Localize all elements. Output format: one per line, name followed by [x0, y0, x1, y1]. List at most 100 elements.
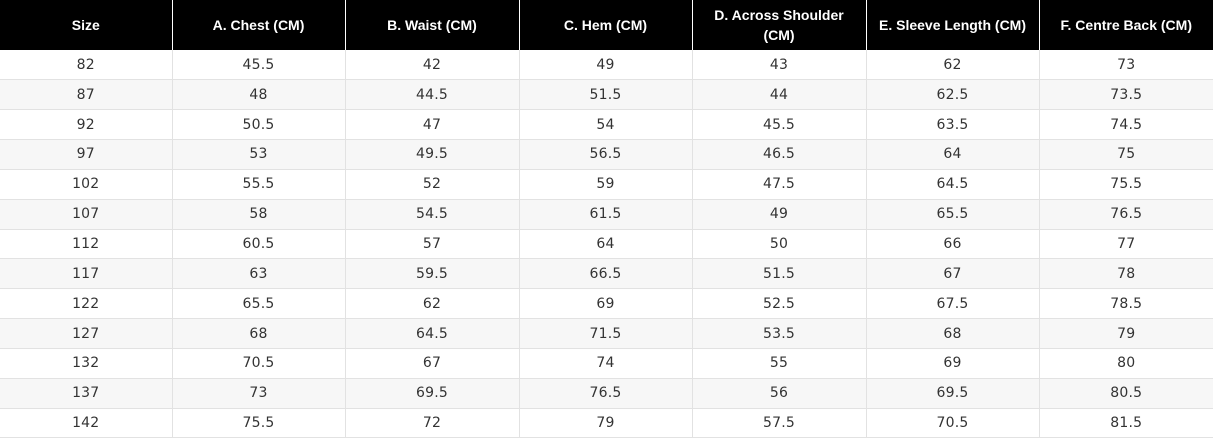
cell-centre-back: 80 [1039, 348, 1213, 379]
cell-waist: 64.5 [345, 318, 520, 349]
cell-hem: 61.5 [519, 199, 693, 230]
header-chest: A. Chest (CM) [172, 0, 346, 50]
cell-centre-back: 75 [1039, 139, 1213, 170]
cell-hem: 51.5 [519, 79, 693, 111]
cell-centre-back: 77 [1039, 229, 1213, 260]
table-row: 112 60.5 57 64 50 66 77 [0, 229, 1213, 260]
cell-across-shoulder: 53.5 [692, 318, 867, 349]
cell-chest: 53 [172, 139, 346, 170]
cell-sleeve-length: 62 [866, 50, 1040, 81]
cell-chest: 50.5 [172, 109, 346, 141]
cell-size: 82 [0, 50, 173, 81]
cell-chest: 75.5 [172, 408, 346, 438]
cell-size: 117 [0, 258, 173, 290]
cell-centre-back: 73 [1039, 50, 1213, 81]
cell-hem: 76.5 [519, 378, 693, 409]
cell-chest: 68 [172, 318, 346, 349]
cell-chest: 60.5 [172, 229, 346, 260]
cell-sleeve-length: 67.5 [866, 288, 1040, 320]
table-row: 97 53 49.5 56.5 46.5 64 75 [0, 139, 1213, 170]
cell-across-shoulder: 46.5 [692, 139, 867, 170]
cell-waist: 47 [345, 109, 520, 141]
table-row: 137 73 69.5 76.5 56 69.5 80.5 [0, 378, 1213, 409]
header-sleeve-length: E. Sleeve Length (CM) [866, 0, 1040, 50]
cell-size: 132 [0, 348, 173, 379]
cell-sleeve-length: 66 [866, 229, 1040, 260]
cell-centre-back: 80.5 [1039, 378, 1213, 409]
cell-waist: 44.5 [345, 79, 520, 111]
table-row: 142 75.5 72 79 57.5 70.5 81.5 [0, 408, 1213, 438]
cell-size: 112 [0, 229, 173, 260]
cell-sleeve-length: 67 [866, 258, 1040, 290]
cell-waist: 62 [345, 288, 520, 320]
cell-hem: 64 [519, 229, 693, 260]
cell-waist: 49.5 [345, 139, 520, 170]
cell-chest: 55.5 [172, 169, 346, 200]
cell-size: 127 [0, 318, 173, 349]
header-centre-back: F. Centre Back (CM) [1039, 0, 1213, 50]
size-chart-header: Size A. Chest (CM) B. Waist (CM) C. Hem (CM… [0, 0, 1213, 50]
header-waist: B. Waist (CM) [345, 0, 520, 50]
cell-size: 107 [0, 199, 173, 230]
cell-hem: 66.5 [519, 258, 693, 290]
cell-hem: 54 [519, 109, 693, 141]
table-row: 127 68 64.5 71.5 53.5 68 79 [0, 318, 1213, 349]
table-row: 132 70.5 67 74 55 69 80 [0, 348, 1213, 379]
table-row: 102 55.5 52 59 47.5 64.5 75.5 [0, 169, 1213, 200]
cell-sleeve-length: 64.5 [866, 169, 1040, 200]
cell-sleeve-length: 65.5 [866, 199, 1040, 230]
cell-chest: 58 [172, 199, 346, 230]
cell-across-shoulder: 44 [692, 79, 867, 111]
cell-chest: 70.5 [172, 348, 346, 379]
cell-across-shoulder: 55 [692, 348, 867, 379]
cell-waist: 59.5 [345, 258, 520, 290]
cell-hem: 49 [519, 50, 693, 81]
cell-across-shoulder: 56 [692, 378, 867, 409]
cell-chest: 63 [172, 258, 346, 290]
cell-size: 97 [0, 139, 173, 170]
cell-size: 92 [0, 109, 173, 141]
cell-waist: 42 [345, 50, 520, 81]
cell-centre-back: 79 [1039, 318, 1213, 349]
cell-across-shoulder: 49 [692, 199, 867, 230]
cell-size: 102 [0, 169, 173, 200]
table-row: 92 50.5 47 54 45.5 63.5 74.5 [0, 109, 1213, 141]
cell-hem: 69 [519, 288, 693, 320]
header-across-shoulder: D. Across Shoulder (CM) [692, 0, 867, 50]
cell-chest: 45.5 [172, 50, 346, 81]
cell-waist: 54.5 [345, 199, 520, 230]
cell-waist: 72 [345, 408, 520, 438]
cell-centre-back: 76.5 [1039, 199, 1213, 230]
cell-waist: 57 [345, 229, 520, 260]
cell-across-shoulder: 47.5 [692, 169, 867, 200]
cell-centre-back: 75.5 [1039, 169, 1213, 200]
table-row: 122 65.5 62 69 52.5 67.5 78.5 [0, 288, 1213, 320]
cell-across-shoulder: 43 [692, 50, 867, 81]
cell-hem: 79 [519, 408, 693, 438]
cell-sleeve-length: 68 [866, 318, 1040, 349]
cell-size: 122 [0, 288, 173, 320]
cell-centre-back: 78.5 [1039, 288, 1213, 320]
cell-hem: 74 [519, 348, 693, 379]
cell-across-shoulder: 50 [692, 229, 867, 260]
cell-waist: 52 [345, 169, 520, 200]
cell-size: 142 [0, 408, 173, 438]
size-chart-body: 82 45.5 42 49 43 62 73 87 48 44.5 51.5 44 62.5 73.5 92… [0, 50, 1213, 438]
cell-size: 87 [0, 79, 173, 111]
cell-chest: 48 [172, 79, 346, 111]
cell-hem: 59 [519, 169, 693, 200]
cell-sleeve-length: 64 [866, 139, 1040, 170]
cell-chest: 65.5 [172, 288, 346, 320]
cell-waist: 67 [345, 348, 520, 379]
header-size: Size [0, 0, 173, 50]
cell-centre-back: 73.5 [1039, 79, 1213, 111]
header-row: Size A. Chest (CM) B. Waist (CM) C. Hem (CM… [0, 0, 1213, 50]
cell-across-shoulder: 51.5 [692, 258, 867, 290]
cell-sleeve-length: 63.5 [866, 109, 1040, 141]
cell-centre-back: 78 [1039, 258, 1213, 290]
cell-size: 137 [0, 378, 173, 409]
table-row: 107 58 54.5 61.5 49 65.5 76.5 [0, 199, 1213, 230]
cell-sleeve-length: 70.5 [866, 408, 1040, 438]
cell-hem: 56.5 [519, 139, 693, 170]
